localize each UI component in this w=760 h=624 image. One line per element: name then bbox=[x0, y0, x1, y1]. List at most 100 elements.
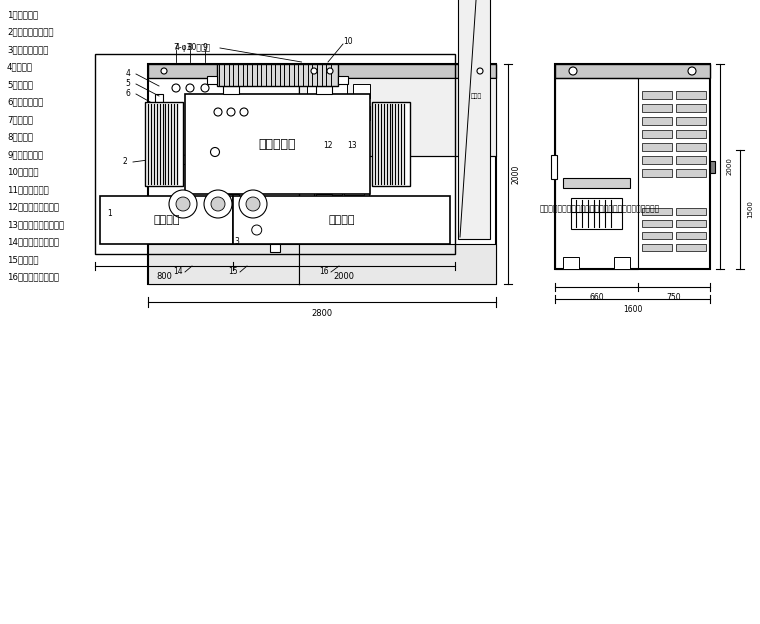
Text: 电子表: 电子表 bbox=[470, 93, 482, 99]
Bar bbox=[337, 76, 347, 84]
Bar bbox=[95, 54, 455, 254]
Text: 低压间隔: 低压间隔 bbox=[328, 215, 355, 225]
Circle shape bbox=[477, 68, 483, 74]
Text: 2: 2 bbox=[122, 157, 128, 167]
Bar bbox=[309, 216, 322, 224]
Bar bbox=[330, 106, 347, 120]
Circle shape bbox=[201, 84, 209, 92]
Text: 7: 7 bbox=[173, 44, 179, 52]
Text: 2、四位置负荷开关: 2、四位置负荷开关 bbox=[7, 27, 53, 36]
Bar bbox=[329, 201, 346, 239]
Bar bbox=[555, 64, 710, 269]
Circle shape bbox=[239, 190, 267, 218]
Bar bbox=[642, 169, 672, 177]
Text: 5: 5 bbox=[125, 79, 131, 89]
Bar bbox=[331, 216, 344, 224]
Text: 1、高压套管: 1、高压套管 bbox=[7, 10, 38, 19]
Bar bbox=[710, 161, 715, 173]
Bar bbox=[676, 232, 706, 239]
Circle shape bbox=[214, 108, 222, 116]
Bar bbox=[676, 156, 706, 164]
Bar bbox=[461, 116, 489, 151]
Text: 2800: 2800 bbox=[312, 309, 333, 318]
Text: 2000: 2000 bbox=[334, 272, 354, 281]
Circle shape bbox=[172, 84, 180, 92]
Text: 4-φ30安装孔: 4-φ30安装孔 bbox=[175, 44, 211, 52]
Bar bbox=[642, 117, 672, 125]
Bar bbox=[353, 216, 366, 224]
Circle shape bbox=[688, 67, 696, 75]
Circle shape bbox=[227, 108, 235, 116]
Bar bbox=[351, 201, 368, 239]
Circle shape bbox=[186, 84, 194, 92]
Bar bbox=[314, 149, 369, 199]
Text: 12、低压侧主断路器: 12、低压侧主断路器 bbox=[7, 203, 59, 212]
Text: 750: 750 bbox=[667, 293, 681, 302]
Bar bbox=[676, 143, 706, 151]
Text: 2000: 2000 bbox=[511, 164, 521, 183]
Bar bbox=[458, 0, 490, 239]
Bar bbox=[353, 227, 366, 236]
Bar bbox=[551, 155, 557, 179]
Bar bbox=[555, 78, 638, 269]
Circle shape bbox=[240, 108, 248, 116]
Text: 6: 6 bbox=[125, 89, 131, 99]
Bar bbox=[375, 206, 388, 214]
Bar bbox=[676, 104, 706, 112]
Bar bbox=[309, 206, 322, 214]
Bar bbox=[642, 130, 672, 138]
Text: 4、油位计: 4、油位计 bbox=[7, 62, 33, 72]
Circle shape bbox=[204, 190, 232, 218]
Bar bbox=[223, 86, 239, 94]
Bar bbox=[148, 64, 496, 284]
Bar bbox=[309, 227, 322, 236]
Text: 说明：以上尺寸仅作为参考，最终尺寸以厂家产品实物为准: 说明：以上尺寸仅作为参考，最终尺寸以厂家产品实物为准 bbox=[540, 205, 660, 213]
Bar bbox=[642, 220, 672, 227]
Bar bbox=[642, 143, 672, 151]
Text: 3、调压分接开关: 3、调压分接开关 bbox=[7, 45, 49, 54]
Text: 变压器主体: 变压器主体 bbox=[258, 137, 296, 150]
Bar bbox=[315, 194, 332, 202]
Bar bbox=[676, 208, 706, 215]
Bar bbox=[330, 84, 347, 98]
Text: 1600: 1600 bbox=[622, 305, 642, 314]
Bar bbox=[331, 206, 344, 214]
Bar bbox=[563, 257, 579, 269]
Bar bbox=[614, 257, 630, 269]
Bar bbox=[145, 102, 183, 186]
Bar bbox=[217, 64, 337, 86]
Text: 13、低压侧负荷断路器: 13、低压侧负荷断路器 bbox=[7, 220, 64, 229]
Bar bbox=[223, 194, 239, 202]
Bar bbox=[148, 64, 496, 78]
Bar bbox=[676, 130, 706, 138]
Bar bbox=[100, 196, 233, 244]
Bar bbox=[307, 106, 324, 120]
Text: 2000: 2000 bbox=[727, 158, 733, 175]
Bar bbox=[318, 153, 342, 195]
Text: 11、无功补偿室: 11、无功补偿室 bbox=[7, 185, 49, 194]
Text: 9、储能操断器: 9、储能操断器 bbox=[7, 150, 43, 159]
Text: 6、压力释放阀: 6、压力释放阀 bbox=[7, 97, 43, 107]
Bar bbox=[642, 156, 672, 164]
Circle shape bbox=[252, 225, 261, 235]
Text: 10: 10 bbox=[344, 37, 353, 47]
Text: 1: 1 bbox=[108, 210, 112, 218]
Bar bbox=[208, 145, 222, 159]
Text: 13: 13 bbox=[347, 140, 357, 150]
Text: 14: 14 bbox=[173, 268, 183, 276]
Bar bbox=[642, 91, 672, 99]
Text: 16: 16 bbox=[319, 268, 329, 276]
Bar bbox=[571, 198, 622, 229]
Circle shape bbox=[176, 197, 190, 211]
Bar bbox=[375, 227, 388, 236]
Text: 10、表计室: 10、表计室 bbox=[7, 167, 39, 177]
Text: 3: 3 bbox=[234, 236, 239, 245]
Text: 15: 15 bbox=[228, 268, 238, 276]
Bar bbox=[676, 244, 706, 251]
Text: 660: 660 bbox=[589, 293, 603, 302]
Bar bbox=[676, 91, 706, 99]
Circle shape bbox=[246, 197, 260, 211]
Bar bbox=[344, 153, 364, 195]
Bar bbox=[315, 86, 332, 94]
Text: 1500: 1500 bbox=[747, 200, 753, 218]
